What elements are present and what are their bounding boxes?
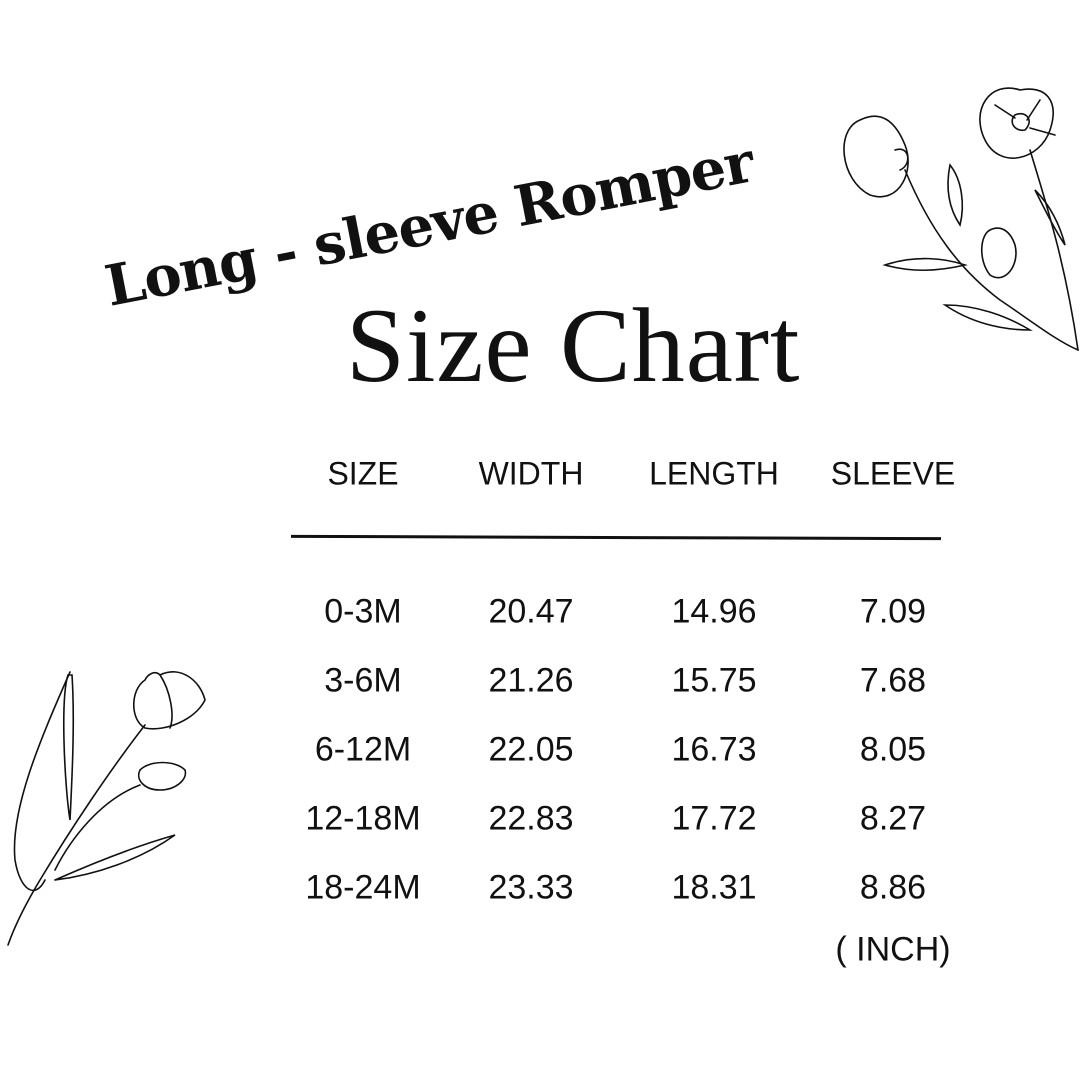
cell-length: 14.96 (671, 592, 757, 631)
column-header-size: SIZE (327, 455, 399, 492)
cell-length: 15.75 (671, 661, 757, 700)
tulip-illustration-bottom-left (7, 671, 206, 946)
cell-size: 0-3M (324, 592, 402, 631)
header-divider (290, 534, 942, 541)
cell-width: 21.26 (488, 661, 574, 700)
cell-sleeve: 7.68 (859, 661, 927, 700)
cell-size: 3-6M (324, 661, 402, 700)
cell-length: 18.31 (671, 868, 757, 907)
cell-size: 6-12M (314, 730, 412, 769)
cell-sleeve: 8.86 (859, 868, 927, 907)
cell-length: 16.73 (671, 730, 757, 769)
cell-sleeve: 8.27 (859, 799, 927, 838)
flower-illustration-top-right (843, 87, 1079, 351)
column-header-length: LENGTH (649, 455, 779, 492)
cell-width: 20.47 (488, 592, 574, 631)
cell-width: 22.05 (488, 730, 574, 769)
cell-width: 23.33 (488, 868, 574, 907)
cell-size: 12-18M (305, 799, 421, 838)
column-header-width: WIDTH (478, 455, 584, 492)
cell-sleeve: 8.05 (859, 730, 927, 769)
column-header-sleeve: SLEEVE (830, 455, 956, 492)
cell-sleeve: 7.09 (859, 592, 927, 631)
page-title: Size Chart (346, 287, 801, 404)
cell-width: 22.83 (488, 799, 574, 838)
cell-length: 17.72 (671, 799, 757, 838)
cell-size: 18-24M (305, 868, 421, 907)
unit-label: ( INCH) (835, 930, 951, 969)
